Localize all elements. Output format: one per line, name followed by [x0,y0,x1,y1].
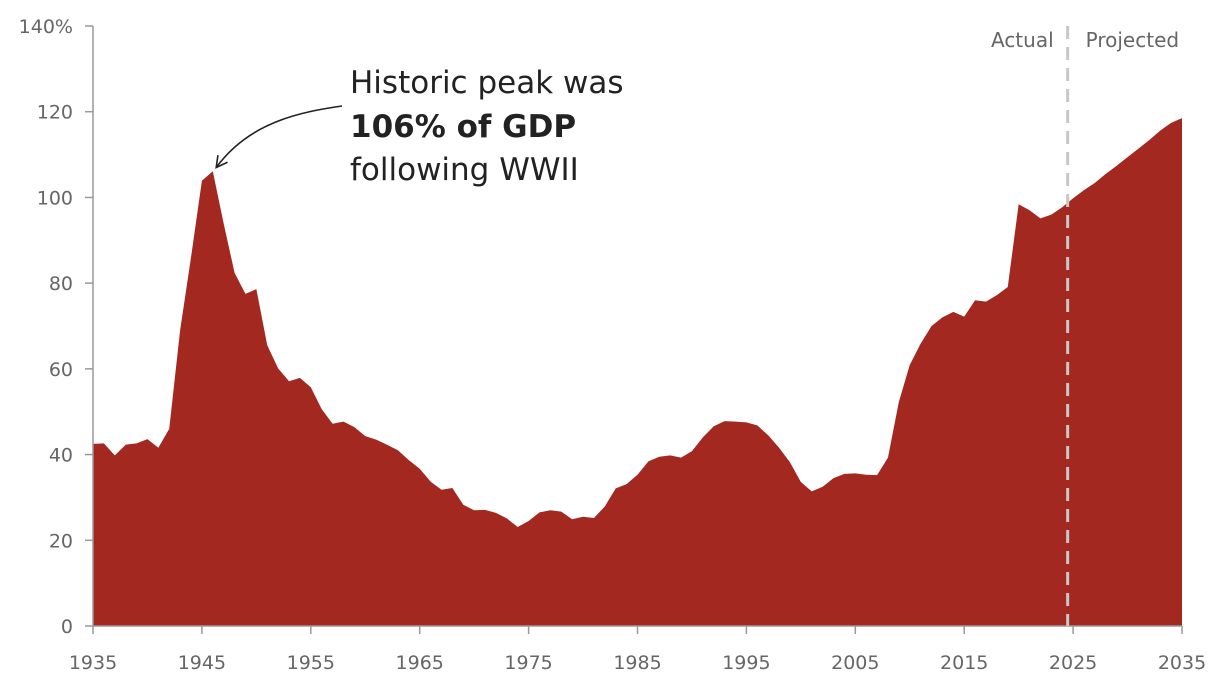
annotation-highlight: 106% of GDP [350,109,576,145]
x-tick-label: 1995 [722,652,770,674]
x-tick-label: 1945 [178,652,226,674]
x-tick-label: 2025 [1049,652,1097,674]
x-tick-label: 2005 [831,652,879,674]
x-tick-label: 2015 [940,652,988,674]
y-tick-label: 80 [49,273,73,295]
x-tick-label: 1965 [396,652,444,674]
y-tick-label: 0 [61,616,73,638]
x-tick-label: 1975 [504,652,552,674]
x-tick-label: 1955 [287,652,335,674]
x-axis: 1935 1945 1955 1965 1975 1985 1995 2005 2015 2025… [69,625,1206,674]
x-tick-label: 1935 [69,652,117,674]
actual-label: Actual [991,28,1054,52]
y-axis: 0 20 40 60 80 100 120 140% [19,16,94,638]
annotation-line-1: Historic peak was [350,65,624,101]
x-tick-label: 1985 [613,652,661,674]
x-tick-label: 2035 [1158,652,1206,674]
projected-label: Projected [1086,28,1179,52]
y-tick-label: 20 [49,530,73,552]
y-tick-label: 140% [19,16,73,38]
y-tick-label: 120 [37,102,73,124]
y-tick-label: 60 [49,359,73,381]
debt-area [93,118,1182,626]
annotation-line-3: following WWII [350,152,579,188]
y-tick-label: 100 [37,187,73,209]
annotation-arrow [215,105,343,169]
y-tick-label: 40 [49,445,73,467]
